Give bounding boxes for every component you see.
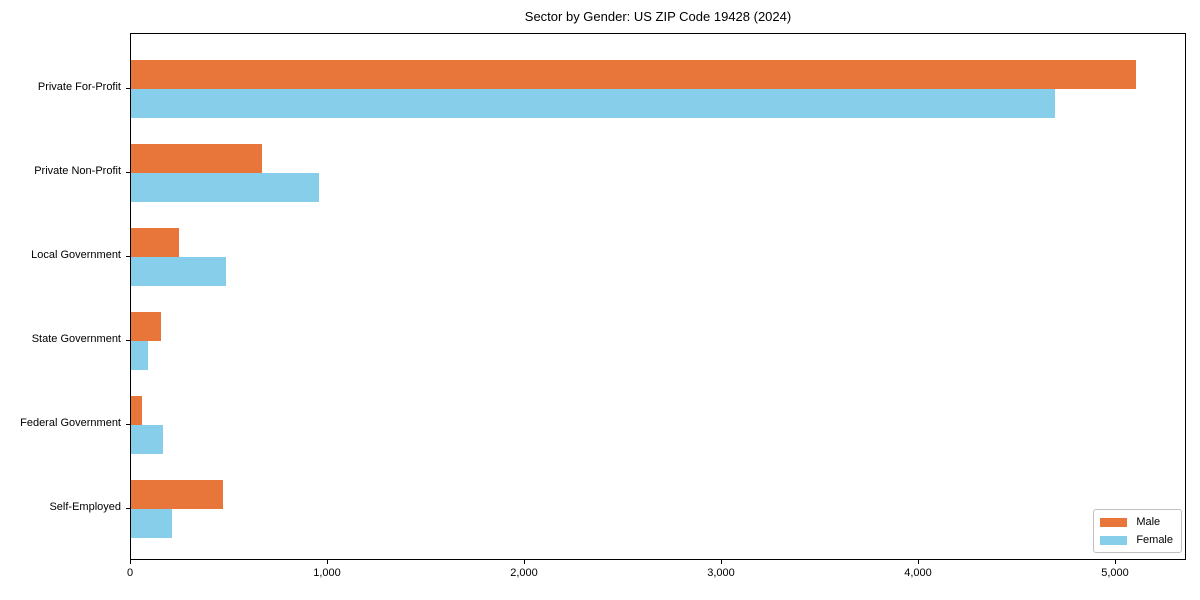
x-tick-1000	[327, 560, 328, 564]
bar-male-local-government	[131, 228, 179, 257]
y-tick-label-local-government: Local Government	[31, 249, 121, 261]
x-tick-label-0: 0	[126, 567, 134, 579]
bar-male-federal-government	[131, 396, 142, 425]
bar-female-private-for-profit	[131, 89, 1055, 118]
y-tick-label-self-employed: Self-Employed	[49, 501, 121, 513]
bar-male-state-government	[131, 312, 161, 341]
legend-entry-male: Male	[1100, 515, 1173, 529]
x-tick-4000	[918, 560, 919, 564]
bar-male-self-employed	[131, 480, 223, 509]
bar-male-private-non-profit	[131, 144, 262, 173]
legend-swatch-female	[1100, 535, 1128, 545]
bar-female-local-government	[131, 257, 226, 286]
x-tick-2000	[524, 560, 525, 564]
bar-female-self-employed	[131, 509, 172, 538]
y-tick-label-state-government: State Government	[31, 333, 121, 345]
y-tick-state-government	[126, 340, 130, 341]
plot-area: Male Female	[130, 33, 1186, 560]
y-tick-self-employed	[126, 508, 130, 509]
y-tick-label-private-for-profit: Private For-Profit	[37, 81, 121, 93]
bar-female-private-non-profit	[131, 173, 319, 202]
y-tick-private-non-profit	[126, 172, 130, 173]
x-tick-0	[130, 560, 131, 564]
legend-label-male: Male	[1136, 516, 1161, 528]
legend-label-female: Female	[1136, 534, 1173, 546]
x-tick-5000	[1115, 560, 1116, 564]
bar-male-private-for-profit	[131, 60, 1136, 89]
x-tick-label-5000: 5,000	[1101, 567, 1129, 579]
bar-female-state-government	[131, 341, 148, 370]
x-tick-label-1000: 1,000	[313, 567, 341, 579]
x-tick-label-4000: 4,000	[904, 567, 932, 579]
y-tick-local-government	[126, 256, 130, 257]
bar-female-federal-government	[131, 425, 163, 454]
y-tick-label-federal-government: Federal Government	[20, 417, 121, 429]
x-tick-label-3000: 3,000	[707, 567, 735, 579]
chart-title: Sector by Gender: US ZIP Code 19428 (202…	[524, 9, 792, 24]
y-tick-private-for-profit	[126, 88, 130, 89]
y-tick-label-private-non-profit: Private Non-Profit	[34, 165, 121, 177]
legend-entry-female: Female	[1100, 533, 1173, 547]
x-tick-label-2000: 2,000	[510, 567, 538, 579]
legend: Male Female	[1093, 509, 1182, 553]
y-tick-federal-government	[126, 424, 130, 425]
legend-swatch-male	[1100, 517, 1128, 527]
x-tick-3000	[721, 560, 722, 564]
